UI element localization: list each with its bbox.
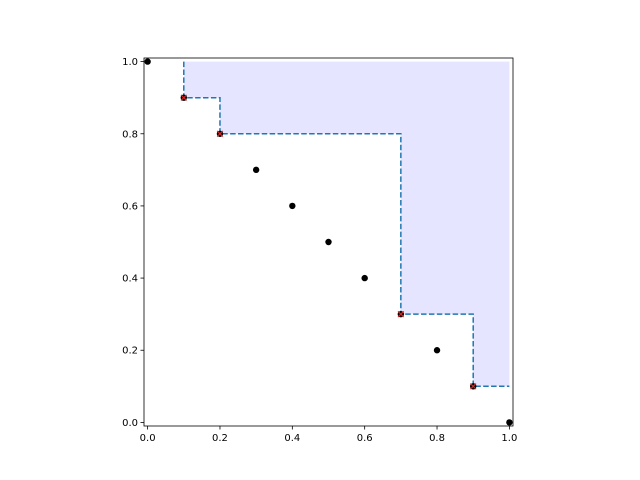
data-point — [325, 238, 332, 246]
data-point — [361, 274, 368, 282]
pareto-point-marker — [469, 383, 477, 390]
axes: 0.0 0.2 0.4 0.6 0.8 1.0 0.0 0.2 0.4 0.6 0.8 1.0 — [122, 57, 517, 444]
marker-stroke — [469, 383, 477, 390]
x-tick-label: 0.8 — [429, 433, 445, 444]
marker-stroke — [216, 130, 224, 137]
plot-area — [144, 58, 513, 426]
x-tick-label: 0.4 — [284, 433, 300, 444]
y-tick-label: 0.8 — [122, 129, 138, 140]
x-tick-label: 0.0 — [140, 433, 156, 444]
y-tick-label: 0.4 — [122, 274, 138, 285]
y-tick-label: 0.6 — [122, 201, 138, 212]
dominated-region-area — [183, 61, 510, 387]
data-point — [144, 58, 151, 65]
x-tick-label: 0.6 — [357, 433, 373, 444]
data-point — [252, 166, 260, 174]
pareto-point-marker — [180, 94, 188, 101]
y-tick-label: 0.0 — [122, 418, 138, 429]
data-point — [433, 347, 441, 354]
y-tick-label: 1.0 — [122, 57, 138, 68]
x-tick-label: 0.2 — [212, 433, 228, 444]
axes-frame — [143, 57, 514, 427]
pareto-point-marker — [216, 130, 224, 137]
marker-stroke — [397, 310, 405, 318]
y-tick-label: 0.2 — [122, 346, 138, 357]
data-point — [506, 419, 513, 426]
pareto-point-marker — [397, 310, 405, 318]
marker-stroke — [180, 94, 188, 101]
data-point — [289, 202, 296, 210]
pareto-front-step-line — [183, 61, 510, 388]
x-tick-label: 1.0 — [501, 433, 517, 444]
